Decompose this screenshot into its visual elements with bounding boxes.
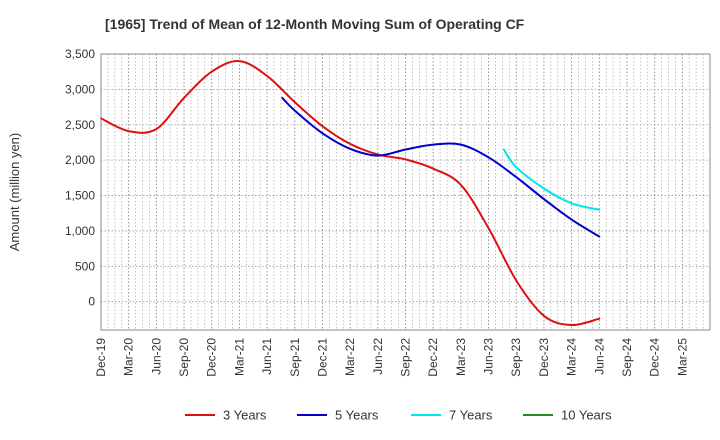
series-line-7-years <box>502 148 601 211</box>
y-tick-label-6: 3,000 <box>65 82 95 96</box>
x-tick-label-7: Sep-21 <box>288 338 302 377</box>
y-tick-label-5: 2,500 <box>65 118 95 132</box>
x-tick-label-16: Dec-23 <box>537 338 551 377</box>
series-line-3-years <box>100 60 601 327</box>
series-lines <box>100 60 601 327</box>
x-tick-labels: Dec-19 Mar-20 Jun-20 Sep-20 Dec-20 Mar-21 Jun-… <box>94 338 689 377</box>
x-tick-label-14: Jun-23 <box>482 338 496 375</box>
legend-label-7-years: 7 Years <box>449 408 493 423</box>
x-tick-label-11: Sep-22 <box>399 338 413 377</box>
x-tick-label-20: Dec-24 <box>648 338 662 377</box>
grid <box>101 53 710 330</box>
x-tick-label-21: Mar-25 <box>675 338 689 376</box>
chart-title: [1965] Trend of Mean of 12-Month Moving … <box>105 16 525 32</box>
x-tick-label-19: Sep-24 <box>620 338 634 377</box>
x-tick-label-13: Mar-23 <box>454 338 468 376</box>
y-tick-labels: 0 500 1,000 1,500 2,000 2,500 3,000 3,500 <box>65 47 95 309</box>
x-tick-label-8: Dec-21 <box>316 338 330 377</box>
x-tick-label-10: Jun-22 <box>371 338 385 375</box>
plot-frame <box>100 53 711 331</box>
y-tick-label-2: 1,000 <box>65 224 95 238</box>
x-tick-label-6: Jun-21 <box>260 338 274 375</box>
x-tick-label-5: Mar-21 <box>232 338 246 376</box>
x-tick-label-2: Jun-20 <box>149 338 163 375</box>
x-tick-label-17: Mar-24 <box>565 338 579 376</box>
series-line-5-years <box>281 96 601 238</box>
legend: 3 Years 5 Years 7 Years 10 Years <box>185 408 612 423</box>
legend-label-5-years: 5 Years <box>335 408 379 423</box>
y-tick-label-4: 2,000 <box>65 153 95 167</box>
legend-label-3-years: 3 Years <box>223 408 267 423</box>
x-tick-label-4: Dec-20 <box>205 338 219 377</box>
x-tick-label-15: Sep-23 <box>509 338 523 377</box>
y-tick-label-3: 1,500 <box>65 189 95 203</box>
x-tick-label-0: Dec-19 <box>94 338 108 377</box>
legend-label-10-years: 10 Years <box>561 408 612 423</box>
y-tick-label-7: 3,500 <box>65 47 95 61</box>
x-tick-label-3: Sep-20 <box>177 338 191 377</box>
x-tick-label-9: Mar-22 <box>343 338 357 376</box>
y-tick-label-1: 500 <box>75 259 95 273</box>
x-tick-label-1: Mar-20 <box>122 338 136 376</box>
y-tick-label-0: 0 <box>88 295 95 309</box>
x-tick-label-12: Dec-22 <box>426 338 440 377</box>
y-axis-label: Amount (million yen) <box>7 133 22 252</box>
x-tick-label-18: Jun-24 <box>592 338 606 375</box>
